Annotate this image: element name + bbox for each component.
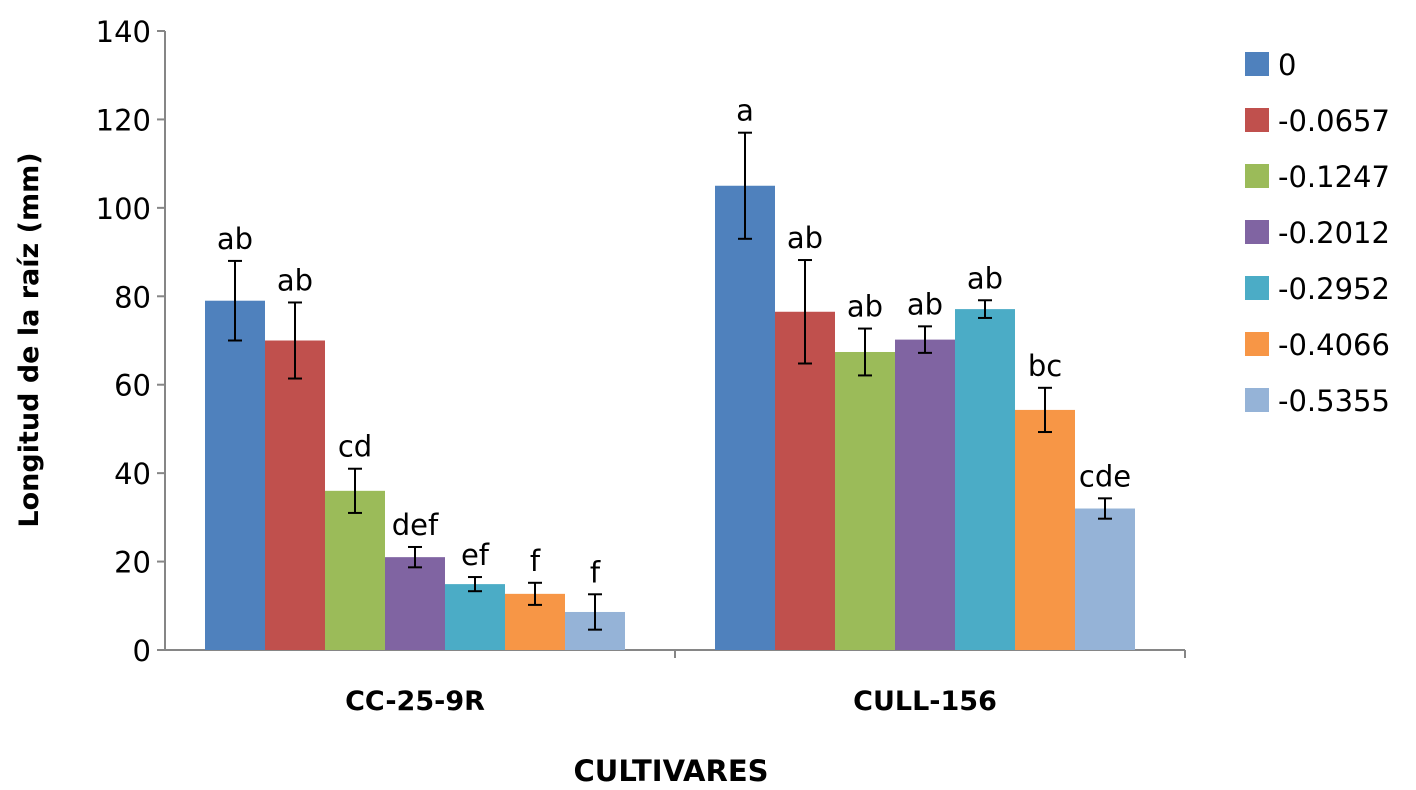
y-tick-label: 60 [114,369,151,403]
legend-swatch [1245,220,1269,244]
bar [955,309,1015,650]
legend-label: -0.5355 [1278,384,1390,418]
axes: 0 20 40 60 80 100 120 140 CC-25-9R CULL-156 [96,15,1186,717]
x-tick-label: CC-25-9R [345,686,485,717]
bar [1075,508,1135,650]
significance-label: ab [277,263,313,297]
y-tick-label: 20 [114,546,151,580]
significance-label: ab [787,221,823,255]
y-tick-label: 100 [96,192,151,226]
legend-label: -0.4066 [1278,328,1390,362]
significance-label: ab [967,261,1003,295]
legend-swatch [1245,276,1269,300]
legend-swatch [1245,164,1269,188]
bar [385,557,445,650]
legend-swatch [1245,52,1269,76]
significance-label: ab [217,222,253,256]
significance-label: def [392,508,439,542]
bar [325,490,385,650]
significance-label: ab [907,287,943,321]
bar [1015,409,1075,650]
bar [895,339,955,650]
significance-label: bc [1028,349,1062,383]
legend: 0 -0.0657 -0.1247 -0.2012 -0.2952 -0.4066 -0.5… [1245,48,1390,418]
y-tick-label: 140 [96,15,151,49]
legend-label: -0.0657 [1278,104,1390,138]
significance-label: cd [338,430,372,464]
significance-label: cde [1079,459,1131,493]
bar [265,340,325,650]
bar [775,311,835,650]
bar [205,300,265,650]
significance-label: ef [461,538,490,572]
y-axis-label: Longitud de la raíz (mm) [14,152,45,527]
legend-swatch [1245,388,1269,412]
y-tick-label: 0 [133,634,151,668]
y-tick-label: 120 [96,103,151,137]
legend-label: -0.2952 [1278,272,1390,306]
y-tick-label: 80 [114,280,151,314]
legend-label: 0 [1278,48,1296,82]
legend-label: -0.2012 [1278,216,1390,250]
significance-label: f [590,555,601,589]
legend-label: -0.1247 [1278,160,1390,194]
legend-swatch [1245,108,1269,132]
significance-label: f [530,544,541,578]
bar [445,584,505,650]
bar [715,185,775,650]
x-tick-label: CULL-156 [853,686,997,717]
significance-label: ab [847,290,883,324]
significance-label: a [736,94,754,128]
x-axis-label: CULTIVARES [573,754,768,786]
bar [835,351,895,650]
y-tick-label: 40 [114,457,151,491]
legend-swatch [1245,332,1269,356]
